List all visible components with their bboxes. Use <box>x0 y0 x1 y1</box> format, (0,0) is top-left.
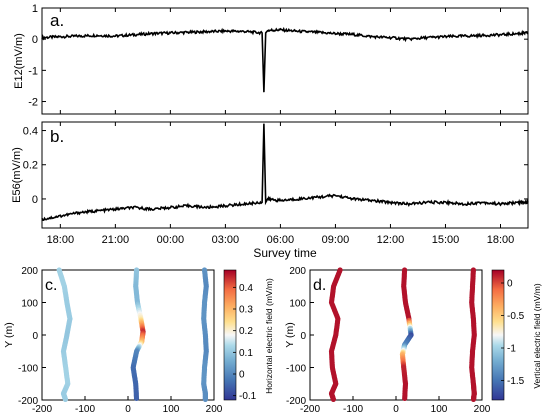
y-tick-label: 0.4 <box>23 126 38 138</box>
y-axis-label: Y (m) <box>284 322 296 347</box>
y-tick-label: 0.2 <box>23 160 38 172</box>
x-ticks <box>59 8 501 114</box>
scatter-point <box>202 396 208 402</box>
panel-label: a. <box>50 11 64 30</box>
panel-b: b. E56(mV/m) 0.4 0.2 0 18:00 21:00 00:00 03:0… <box>11 121 529 260</box>
colorbar-tick-label: 0.4 <box>239 283 253 294</box>
y-ticks: 0.4 0.2 0 <box>23 126 528 206</box>
y-axis-label: E12(mV/m) <box>13 33 25 89</box>
x-tick-label: -200 <box>32 404 52 415</box>
x-ticks: 18:00 21:00 00:00 03:00 06:00 09:00 12:00 15:00… <box>47 122 515 246</box>
colorbar-ticks: 0.4 0.3 0.2 0.1 0 -0.1 <box>233 283 257 402</box>
x-tick-label: 15:00 <box>432 234 460 246</box>
colorbar-tick-label: -1 <box>507 344 516 355</box>
x-tick-label: 18:00 <box>47 234 75 246</box>
plot-frame <box>41 121 529 229</box>
colorbar-tick-label: 0.2 <box>239 326 253 337</box>
y-ticks: 200 100 0 -100 -200 <box>286 266 314 407</box>
x-tick-label: 200 <box>474 404 491 415</box>
plot-frame <box>41 7 529 115</box>
y-tick-label: 1 <box>32 3 38 15</box>
y-axis-label: E56(mV/m) <box>11 147 23 203</box>
x-ticks: -200 -100 0 100 200 <box>300 396 491 415</box>
x-tick-label: -100 <box>75 404 95 415</box>
panel-a: a. E12(mV/m) 1 0 -1 -2 <box>13 3 529 115</box>
x-tick-label: 12:00 <box>377 234 405 246</box>
x-ticks: -200 -100 0 100 200 <box>32 396 223 415</box>
y-tick-label: -200 <box>18 396 38 407</box>
y-ticks: 1 0 -1 -2 <box>28 3 528 109</box>
y-ticks: 200 100 0 -100 -200 <box>18 266 46 407</box>
scatter-point <box>330 396 336 402</box>
panel-label: b. <box>50 127 64 146</box>
x-tick-label: 21:00 <box>102 234 130 246</box>
x-tick-label: -100 <box>343 404 363 415</box>
colorbar <box>491 269 505 401</box>
colorbar <box>223 269 237 401</box>
y-tick-label: -200 <box>286 396 306 407</box>
colorbar-tick-label: 0 <box>239 370 245 381</box>
x-tick-label: 03:00 <box>212 234 240 246</box>
y-tick-label: -1 <box>28 65 38 77</box>
x-tick-label: 00:00 <box>157 234 185 246</box>
panel-label: c. <box>45 277 57 294</box>
colorbar-label: Vertical electric field (mV/m) <box>532 283 542 388</box>
scatter-point <box>62 396 68 402</box>
x-tick-label: -200 <box>300 404 320 415</box>
x-tick-label: 06:00 <box>267 234 295 246</box>
x-tick-label: 0 <box>393 404 399 415</box>
x-axis-label: Survey time <box>253 246 317 260</box>
scatter-points <box>56 267 209 402</box>
y-tick-label: -100 <box>286 364 306 375</box>
x-tick-label: 18:00 <box>487 234 515 246</box>
colorbar-tick-label: 0.3 <box>239 305 253 316</box>
y-tick-label: 100 <box>21 299 38 310</box>
y-tick-label: 0 <box>32 331 38 342</box>
y-tick-label: 0 <box>32 34 38 46</box>
colorbar-tick-label: 0 <box>507 279 513 290</box>
colorbar-tick-label: -1.5 <box>507 376 525 387</box>
scatter-point <box>133 395 140 401</box>
x-tick-label: 200 <box>206 404 223 415</box>
x-tick-label: 09:00 <box>322 234 350 246</box>
x-tick-label: 100 <box>431 404 448 415</box>
y-axis-label: Y (m) <box>3 322 15 347</box>
panel-label: d. <box>313 277 326 294</box>
series-line <box>41 123 529 222</box>
series-line <box>41 26 529 93</box>
y-tick-label: 200 <box>21 266 38 277</box>
scatter-point <box>470 396 477 402</box>
colorbar-ticks: 0 -0.5 -1 -1.5 <box>501 279 525 387</box>
colorbar-tick-label: 0.1 <box>239 348 253 359</box>
scatter-point <box>402 395 408 401</box>
scatter-points <box>328 267 477 402</box>
x-tick-label: 0 <box>125 404 131 415</box>
y-tick-label: 0 <box>300 331 306 342</box>
colorbar-tick-label: -0.5 <box>507 311 525 322</box>
y-tick-label: -100 <box>18 364 38 375</box>
colorbar-label: Horizontal electric field (mV/m) <box>264 278 274 394</box>
y-tick-label: 0 <box>32 194 38 206</box>
y-tick-label: -2 <box>28 97 38 109</box>
colorbar-tick-label: -0.1 <box>239 391 257 402</box>
y-tick-label: 100 <box>289 299 306 310</box>
y-tick-label: 200 <box>289 266 306 277</box>
x-tick-label: 100 <box>163 404 180 415</box>
